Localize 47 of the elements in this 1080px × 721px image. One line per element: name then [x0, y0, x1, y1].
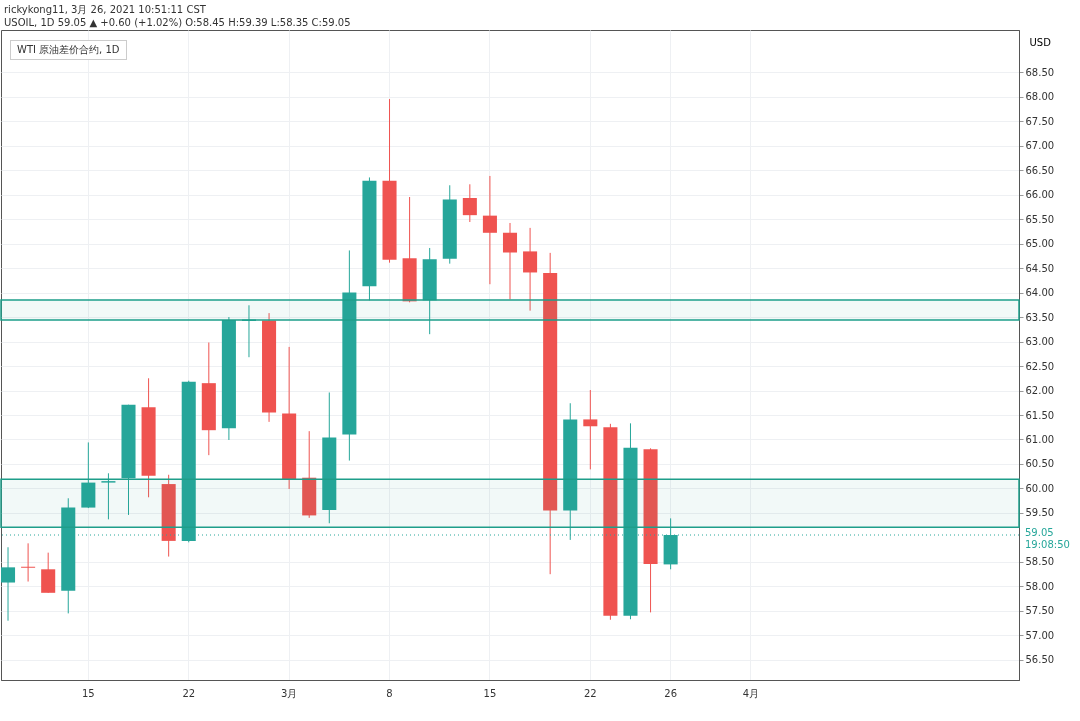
x-tick-label: 22 [182, 687, 196, 699]
candlestick [583, 389, 598, 470]
y-tick-label: 67.50 [1025, 115, 1055, 127]
x-tick-label: 3月 [280, 687, 298, 699]
y-tick-label: 61.50 [1025, 409, 1055, 421]
candlestick [241, 304, 256, 358]
x-tick-label: 15 [483, 687, 497, 699]
candlestick [101, 472, 116, 520]
y-tick-label: 62.50 [1025, 360, 1055, 372]
y-tick-label: 60.00 [1025, 482, 1055, 494]
y-tick-label: 59.50 [1025, 507, 1055, 519]
x-tick-label: 8 [386, 687, 393, 699]
candlestick [41, 552, 56, 594]
text: rickykong11, 3月 26, 2021 10:51:11 CST [4, 3, 206, 17]
y-tick-label: 62.00 [1025, 385, 1055, 397]
y-tick-label: 65.00 [1025, 238, 1055, 250]
y-tick-label: 66.00 [1025, 189, 1055, 201]
y-tick-label: 60.50 [1025, 458, 1055, 470]
y-tick-label: 63.00 [1025, 336, 1055, 348]
text: USOIL, 1D 59.05 ▲ +0.60 (+1.02%) O:58.45 H:59.39 L:58.35 C:59.05 [4, 17, 351, 28]
y-tick-label: 58.00 [1025, 580, 1055, 592]
y-tick-label: 65.50 [1025, 213, 1055, 225]
x-tick-label: 22 [583, 687, 597, 699]
y-tick-label: 58.50 [1025, 556, 1055, 568]
candlestick [21, 542, 36, 583]
y-tick-label: 61.00 [1025, 434, 1055, 445]
y-tick-label: 56.50 [1025, 654, 1055, 666]
candlestick [482, 175, 497, 285]
x-tick-label: 4月 [742, 687, 760, 699]
candlestick [502, 222, 518, 300]
candlestick [523, 227, 538, 312]
ref-line-label: 59.05 19:08:50 [1025, 527, 1070, 551]
text: WTI 原油差价合约, 1D [10, 40, 127, 60]
candlestick [462, 183, 477, 223]
x-tick-label: 15 [81, 687, 95, 699]
y-tick-label: 68.50 [1025, 66, 1055, 78]
y-tick-label: 57.00 [1025, 629, 1055, 641]
y-tick-label: 57.50 [1025, 605, 1055, 617]
x-tick-label: 26 [664, 687, 677, 699]
y-tick-label: 66.50 [1025, 164, 1055, 176]
y-axis-title: USD [1029, 36, 1052, 48]
y-tick-label: 64.00 [1025, 287, 1055, 299]
y-tick-label: 68.00 [1025, 91, 1055, 103]
y-tick-label: 64.50 [1025, 262, 1055, 274]
candlestick [1, 546, 16, 622]
y-tick-label: 63.50 [1025, 311, 1055, 323]
y-tick-label: 67.00 [1025, 140, 1055, 152]
